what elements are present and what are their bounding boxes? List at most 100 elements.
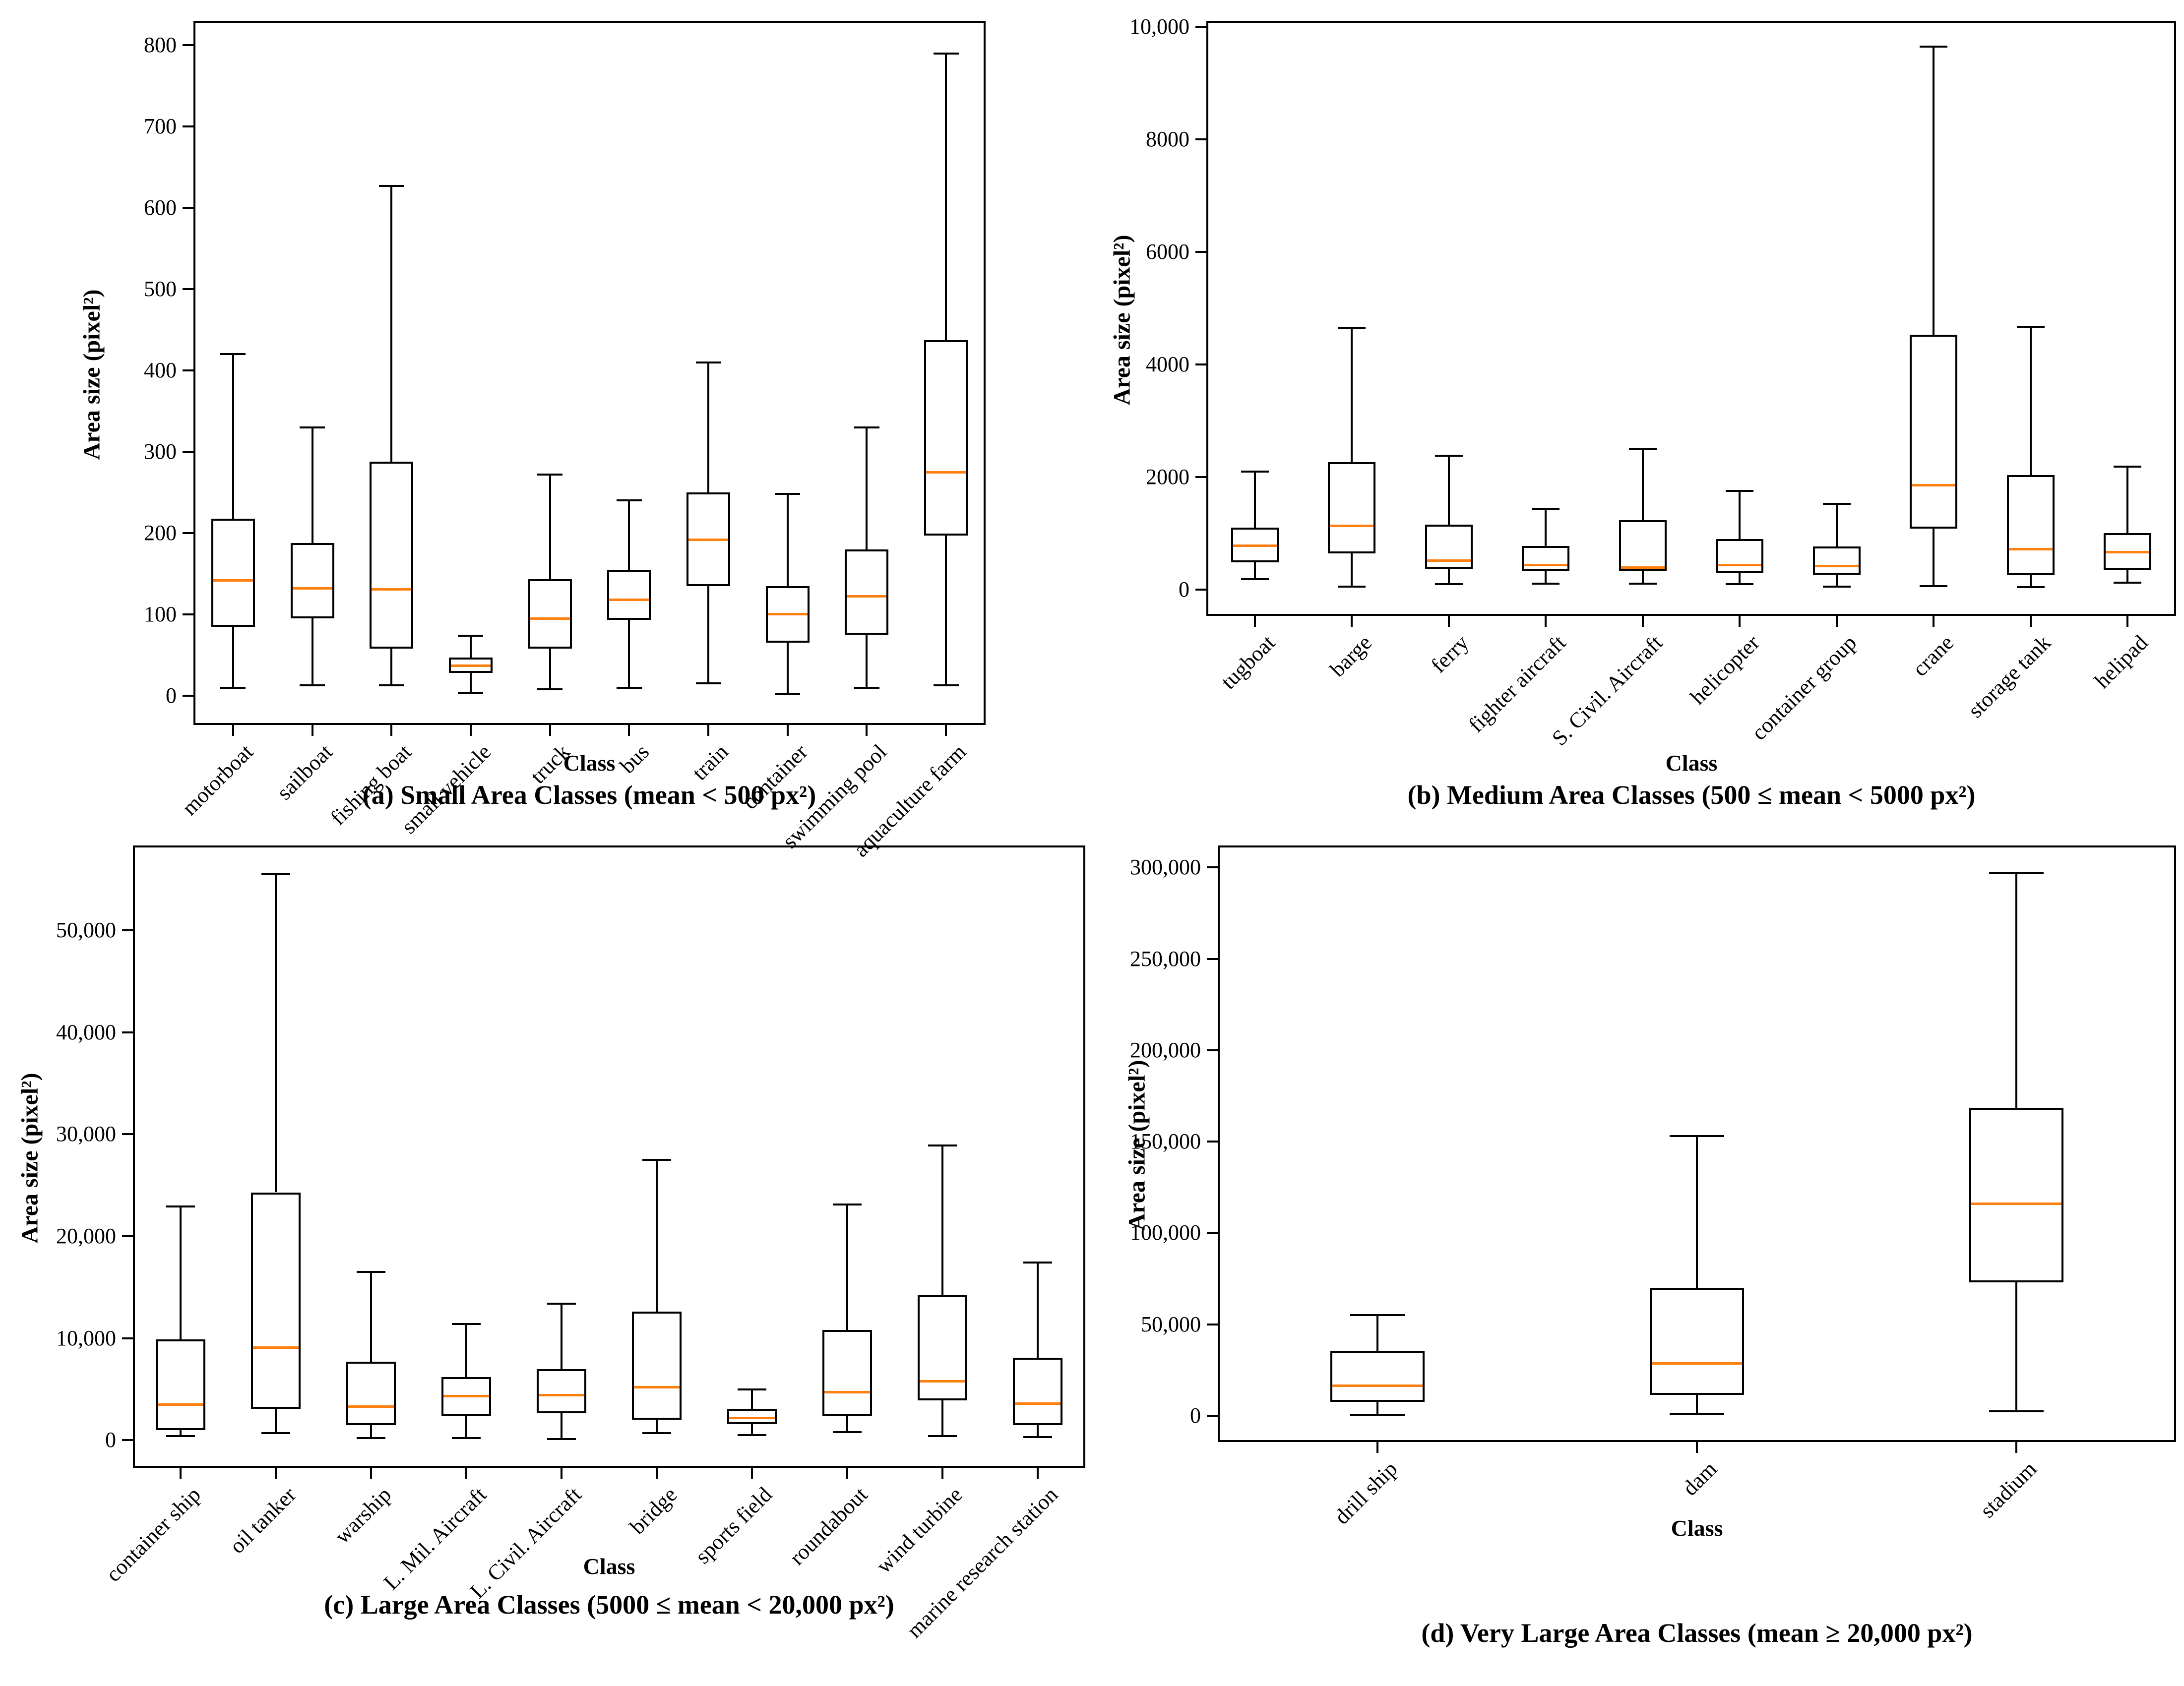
box bbox=[1716, 539, 1764, 573]
y-tick-label: 4000 bbox=[1146, 352, 1189, 376]
whisker-cap-upper bbox=[1628, 448, 1657, 450]
whisker-cap-upper bbox=[452, 1323, 481, 1325]
median-line bbox=[213, 579, 253, 582]
y-tick bbox=[122, 1031, 133, 1033]
x-tick-label: bridge bbox=[624, 1482, 682, 1539]
whisker-upper bbox=[1376, 1315, 1378, 1351]
whisker-cap-lower bbox=[1241, 578, 1269, 581]
whisker-upper bbox=[1037, 1263, 1039, 1358]
whisker-cap-upper bbox=[1989, 872, 2044, 874]
y-tick bbox=[183, 44, 193, 47]
y-tick bbox=[183, 694, 193, 697]
y-tick-label: 0 bbox=[1179, 577, 1189, 602]
box bbox=[1013, 1357, 1062, 1425]
median-line bbox=[688, 538, 729, 541]
whisker-upper bbox=[549, 474, 551, 580]
y-tick-label: 300 bbox=[144, 439, 177, 464]
whisker-cap-lower bbox=[854, 686, 879, 689]
x-tick bbox=[751, 1468, 753, 1479]
whisker-cap-lower bbox=[452, 1437, 481, 1440]
whisker-cap-lower bbox=[1670, 1413, 1724, 1415]
x-axis-title-b: Class bbox=[1665, 750, 1718, 776]
y-tick-label: 0 bbox=[1190, 1403, 1201, 1428]
y-tick-label: 250,000 bbox=[1130, 946, 1201, 971]
x-tick bbox=[232, 725, 234, 736]
box bbox=[370, 461, 414, 649]
whisker-cap-lower bbox=[458, 692, 484, 695]
x-tick-label: roundabout bbox=[784, 1482, 872, 1570]
whisker-upper bbox=[1641, 449, 1644, 521]
x-tick-label: barge bbox=[1325, 630, 1377, 682]
x-tick bbox=[1351, 616, 1353, 627]
whisker-cap-lower bbox=[220, 686, 246, 689]
median-line bbox=[920, 1380, 965, 1383]
whisker-upper bbox=[628, 500, 630, 570]
whisker-cap-upper bbox=[458, 634, 484, 637]
x-tick-label: fighter aircraft bbox=[1464, 630, 1571, 737]
x-tick bbox=[1641, 616, 1644, 627]
median-line bbox=[1971, 1202, 2061, 1205]
median-line bbox=[530, 617, 570, 620]
median-line bbox=[847, 595, 887, 598]
y-tick-label: 150,000 bbox=[1130, 1129, 1201, 1154]
median-line bbox=[1332, 1384, 1423, 1387]
whisker-lower bbox=[1835, 575, 1838, 587]
x-tick bbox=[2029, 616, 2032, 627]
x-tick bbox=[390, 725, 393, 736]
whisker-cap-lower bbox=[378, 684, 404, 686]
whisker-cap-lower bbox=[738, 1434, 766, 1437]
whisker-lower bbox=[1696, 1394, 1698, 1414]
whisker-upper bbox=[707, 362, 710, 493]
whisker-lower bbox=[465, 1416, 467, 1439]
whisker-upper bbox=[561, 1303, 562, 1370]
box bbox=[727, 1408, 777, 1424]
median-line bbox=[1621, 566, 1665, 569]
y-tick bbox=[122, 1337, 133, 1339]
x-tick bbox=[370, 1468, 372, 1479]
whisker-upper bbox=[469, 635, 472, 658]
box bbox=[918, 1295, 967, 1401]
caption-b: (b) Medium Area Classes (500 ≤ mean < 50… bbox=[1407, 780, 1976, 810]
y-tick bbox=[1207, 1049, 1218, 1051]
median-line bbox=[729, 1416, 775, 1419]
whisker-upper bbox=[2015, 873, 2017, 1108]
whisker-lower bbox=[786, 643, 789, 694]
y-tick-label: 800 bbox=[144, 33, 177, 58]
x-tick bbox=[941, 1468, 943, 1479]
whisker-cap-upper bbox=[933, 52, 959, 55]
x-tick bbox=[561, 1468, 562, 1479]
whisker-cap-lower bbox=[695, 682, 721, 685]
y-tick-label: 700 bbox=[144, 114, 177, 139]
whisker-upper bbox=[1447, 455, 1450, 525]
whisker-cap-lower bbox=[357, 1437, 385, 1440]
y-axis-title-c: Area size (pixel²) bbox=[16, 1073, 43, 1244]
x-tick bbox=[2015, 1442, 2017, 1453]
y-tick-label: 50,000 bbox=[56, 917, 116, 942]
whisker-lower bbox=[1641, 571, 1644, 584]
y-tick bbox=[183, 451, 193, 453]
median-line bbox=[1912, 484, 1956, 487]
x-tick bbox=[1037, 1468, 1039, 1479]
y-tick bbox=[1195, 476, 1206, 478]
whisker-upper bbox=[945, 53, 947, 341]
whisker-cap-upper bbox=[357, 1270, 385, 1273]
x-tick bbox=[1376, 1442, 1378, 1453]
whisker-upper bbox=[2126, 467, 2129, 534]
y-tick bbox=[1207, 958, 1218, 960]
y-tick-label: 100 bbox=[144, 602, 177, 626]
median-line bbox=[1330, 525, 1374, 528]
median-line bbox=[2106, 551, 2150, 554]
whisker-lower bbox=[1545, 571, 1547, 584]
median-line bbox=[443, 1395, 489, 1398]
x-tick bbox=[2126, 616, 2129, 627]
box bbox=[156, 1339, 205, 1430]
whisker-cap-upper bbox=[1726, 490, 1754, 492]
y-tick bbox=[1195, 363, 1206, 365]
whisker-cap-upper bbox=[537, 473, 563, 476]
box bbox=[211, 518, 255, 627]
x-axis-title-a: Class bbox=[563, 750, 616, 776]
median-line bbox=[348, 1405, 394, 1408]
whisker-cap-upper bbox=[854, 426, 879, 428]
median-line bbox=[1427, 559, 1471, 562]
